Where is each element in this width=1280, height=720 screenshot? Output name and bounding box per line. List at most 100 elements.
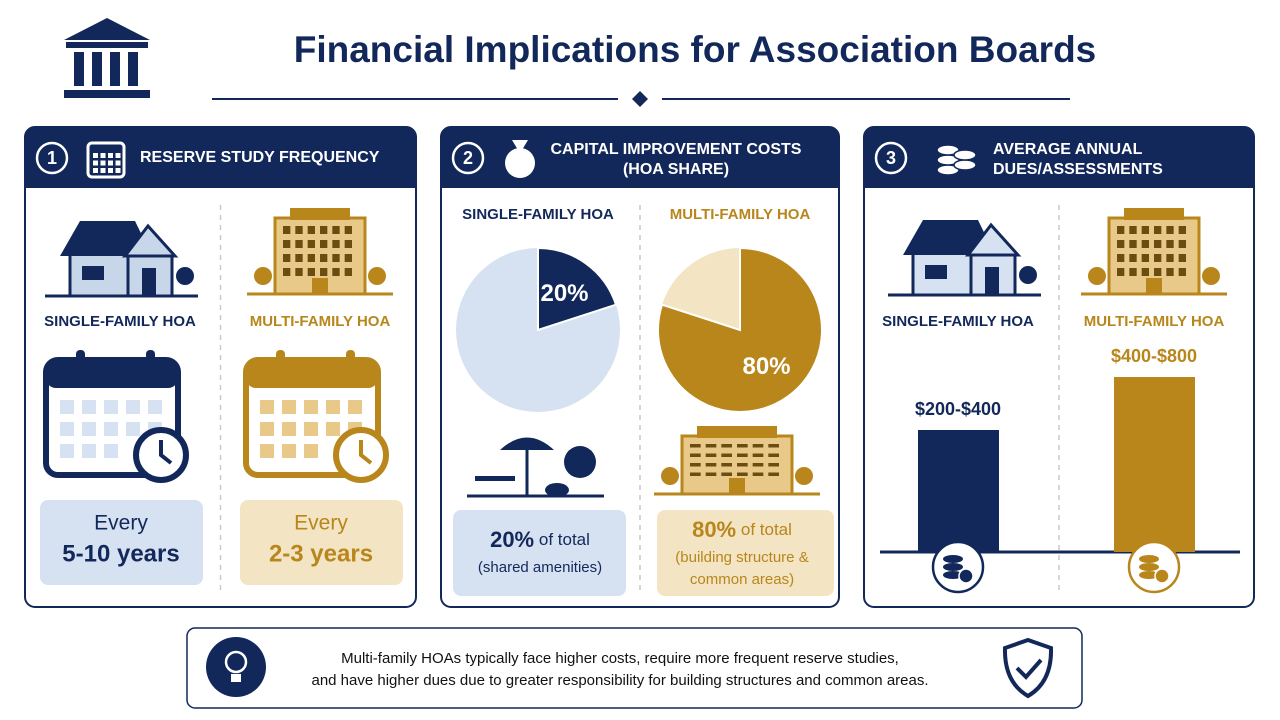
- building-top: [697, 426, 777, 438]
- result-box: [657, 510, 834, 596]
- amenities-icon: [467, 437, 604, 498]
- window: [283, 226, 291, 234]
- check: [1015, 658, 1043, 680]
- result-text: Every: [94, 512, 148, 535]
- icon: [108, 153, 113, 158]
- bank-roof: [64, 18, 150, 40]
- panel-number: 3: [886, 148, 896, 168]
- tree: [564, 446, 596, 478]
- panel-title: AVERAGE ANNUAL: [993, 141, 1143, 158]
- calendar-day: [60, 400, 74, 414]
- panel-number: 2: [463, 148, 473, 168]
- window: [705, 444, 717, 448]
- calendar-day: [282, 422, 296, 436]
- calendar-day: [82, 444, 96, 458]
- range-label: $400-$800: [1111, 346, 1197, 366]
- window: [283, 268, 291, 276]
- calendar-day: [304, 444, 318, 458]
- result-box: [240, 500, 403, 585]
- footer-box: [186, 627, 1083, 709]
- column-label: SINGLE-FAMILY HOA: [882, 313, 1034, 330]
- window: [307, 240, 315, 248]
- window: [1141, 226, 1149, 234]
- calendar-day: [304, 400, 318, 414]
- range-label: $200-$400: [915, 399, 1001, 419]
- calendar-day: [326, 400, 340, 414]
- building-icon: [247, 208, 393, 296]
- column-label: MULTI-FAMILY HOA: [1084, 313, 1225, 330]
- door: [985, 267, 999, 295]
- window: [1178, 240, 1186, 248]
- calendar-day: [126, 422, 140, 436]
- window: [344, 254, 352, 262]
- calendar-icon: [43, 350, 189, 483]
- window: [1129, 240, 1137, 248]
- number-badge: [874, 141, 908, 175]
- window: [295, 226, 303, 234]
- calendar-day: [282, 444, 296, 458]
- pie-slice: [537, 246, 618, 332]
- result-text: 20% of total: [490, 527, 590, 552]
- window: [768, 453, 779, 457]
- coin-icon: [936, 144, 960, 156]
- icon: [100, 160, 106, 166]
- window: [1141, 240, 1149, 248]
- icon: [86, 141, 126, 179]
- panel-title: DUES/ASSESSMENTS: [993, 161, 1163, 178]
- calendar-top: [46, 360, 178, 388]
- tree: [1019, 266, 1037, 284]
- result-box: [40, 500, 203, 585]
- bulb: [224, 650, 248, 674]
- calendar-top: [246, 360, 378, 388]
- icon: [115, 168, 121, 173]
- number-badge: [451, 141, 485, 175]
- dollar-coin: [1154, 568, 1170, 584]
- clock-hands: [359, 440, 373, 465]
- bank-column: [128, 52, 138, 86]
- note-text: (building structure &: [675, 549, 808, 566]
- window: [1178, 226, 1186, 234]
- window: [320, 240, 328, 248]
- note-text: common areas): [690, 571, 794, 588]
- dues-bar: [918, 430, 999, 552]
- window: [737, 453, 748, 457]
- bulb-badge: [206, 637, 266, 697]
- window: [1166, 254, 1174, 262]
- window: [307, 254, 315, 262]
- door: [729, 478, 745, 494]
- window: [1154, 226, 1162, 234]
- calendar-ring: [76, 350, 85, 374]
- icon: [115, 153, 121, 158]
- house-icon: [888, 220, 1041, 297]
- calendar-day: [60, 444, 74, 458]
- tree: [254, 267, 272, 285]
- bank-icon: [64, 18, 150, 98]
- calendar-ring: [346, 350, 355, 374]
- building-top: [290, 208, 350, 220]
- calendar-day: [260, 422, 274, 436]
- window: [320, 254, 328, 262]
- bulb-base: [231, 674, 241, 682]
- window: [721, 444, 732, 448]
- window: [721, 472, 732, 476]
- calendar-day: [260, 400, 274, 414]
- window: [307, 226, 315, 234]
- dues-bar: [1114, 377, 1195, 552]
- tree: [176, 267, 194, 285]
- coin-icon: [953, 159, 977, 171]
- calendar-day: [260, 444, 274, 458]
- window: [1117, 226, 1125, 234]
- icon: [93, 168, 98, 173]
- window: [752, 463, 764, 467]
- window: [690, 444, 701, 448]
- window: [1166, 240, 1174, 248]
- result-text: Every: [294, 512, 348, 535]
- calendar-day: [348, 400, 362, 414]
- window: [332, 240, 340, 248]
- tree: [795, 467, 813, 485]
- window: [1178, 254, 1186, 262]
- door: [1146, 278, 1162, 294]
- calendar-day: [326, 422, 340, 436]
- calendar-day: [82, 400, 96, 414]
